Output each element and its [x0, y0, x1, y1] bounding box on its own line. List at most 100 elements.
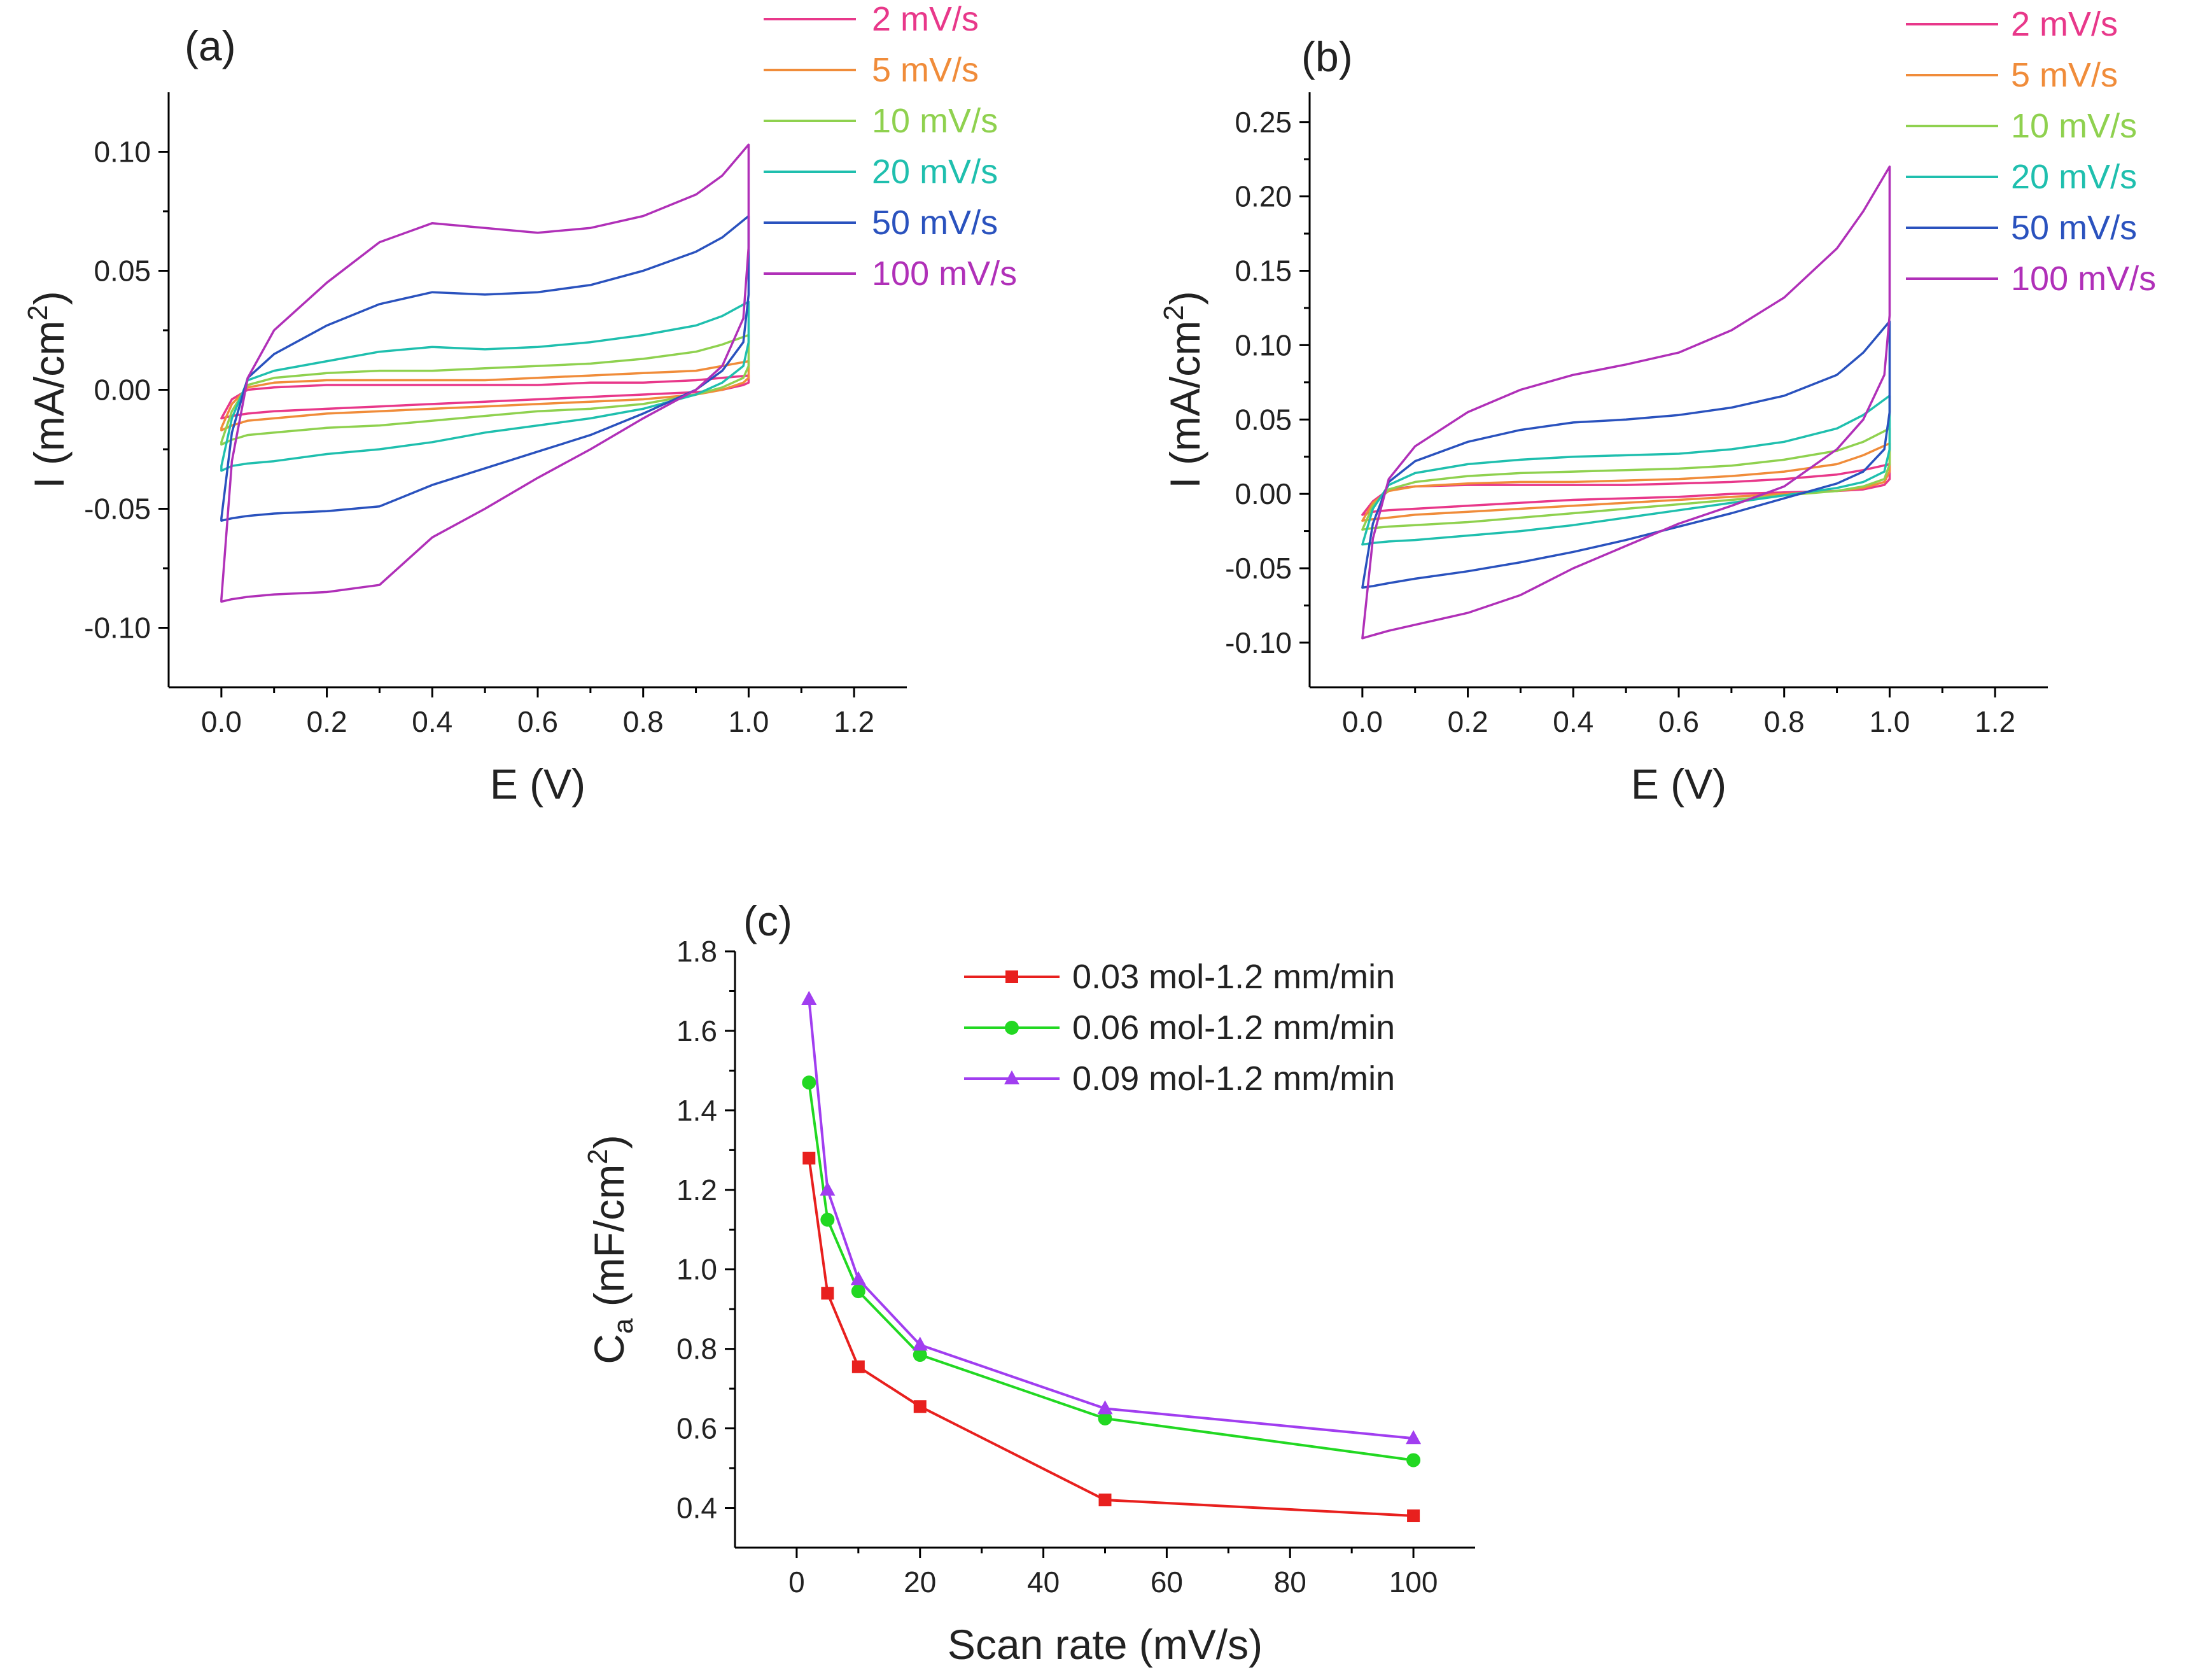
- x-tick-label: 0.2: [307, 705, 347, 738]
- data-point-square: [913, 1400, 927, 1413]
- series-line: [808, 1082, 1414, 1462]
- cv-curve: [220, 333, 750, 446]
- x-axis-title: E (V): [1631, 760, 1726, 808]
- y-tick-label: 0.00: [94, 374, 151, 407]
- x-tick-label: 0.6: [517, 705, 558, 738]
- data-point-circle: [913, 1348, 927, 1362]
- legend-label: 100 mV/s: [2011, 260, 2156, 298]
- y-axis-title: I (mA/cm2): [1158, 291, 1208, 488]
- y-title-superscript: 2: [582, 1149, 613, 1164]
- data-point-square: [1407, 1509, 1420, 1523]
- y-tick-label: 1.0: [676, 1253, 717, 1286]
- x-tick-label: 60: [1151, 1565, 1183, 1599]
- y-tick-label: -0.05: [1225, 552, 1292, 585]
- x-tick-label: 100: [1389, 1565, 1438, 1599]
- legend-label: 2 mV/s: [872, 0, 979, 38]
- y-title-superscript: 2: [1158, 305, 1189, 320]
- cv-curve: [1361, 442, 1891, 522]
- panel-label: (a): [185, 22, 236, 69]
- legend-marker: [1005, 1021, 1019, 1035]
- cv-curve: [1361, 395, 1891, 546]
- y-tick-label: 0.00: [1235, 477, 1292, 510]
- y-title-superscript: 2: [22, 305, 53, 320]
- data-point-triangle: [850, 1271, 866, 1285]
- cv-curve: [220, 360, 750, 431]
- panel-label: (b): [1301, 33, 1353, 80]
- data-point-triangle: [1406, 1430, 1422, 1445]
- y-tick-label: 0.4: [676, 1492, 717, 1525]
- y-tick-label: 0.10: [94, 136, 151, 169]
- panel-label: (c): [743, 897, 792, 944]
- data-point-triangle: [1097, 1400, 1113, 1415]
- y-title-main: I (mA/cm: [1161, 321, 1208, 489]
- cv-curve: [1361, 165, 1891, 640]
- y-tick-label: 0.10: [1235, 328, 1292, 361]
- data-point-circle: [802, 1075, 816, 1090]
- panel-c: 0 20 40 60 80 100 0.4 0.6 0.8 1.0 1.2 1.4 1.6 1.8 (c) S…: [582, 897, 1475, 1668]
- series-line: [808, 998, 1414, 1440]
- legend-label: 10 mV/s: [2011, 107, 2137, 145]
- y-tick-label: -0.10: [84, 612, 151, 645]
- y-tick-label: -0.10: [1225, 626, 1292, 659]
- x-tick-label: 20: [904, 1565, 936, 1599]
- x-axis-title: E (V): [490, 760, 585, 808]
- cv-curve: [1361, 463, 1891, 516]
- y-title-main: C: [585, 1334, 633, 1364]
- y-title-close: ): [25, 291, 73, 305]
- cv-curve: [220, 214, 750, 522]
- cv-curve: [220, 143, 750, 603]
- x-tick-label: 0.8: [1764, 705, 1805, 738]
- x-tick-label: 1.2: [834, 705, 874, 738]
- x-tick-label: 1.0: [728, 705, 769, 738]
- x-tick-label: 0.4: [412, 705, 452, 738]
- cv-curve: [220, 300, 750, 472]
- y-tick-label: 0.15: [1235, 255, 1292, 288]
- data-point-circle: [1098, 1411, 1112, 1425]
- panel-b: 0.0 0.2 0.4 0.6 0.8 1.0 1.2 -0.10 -0.05 0.00 0.05 0…: [1158, 5, 2156, 808]
- x-tick-label: 0: [788, 1565, 805, 1599]
- legend-label: 10 mV/s: [872, 102, 998, 140]
- x-tick-label: 0.6: [1658, 705, 1699, 738]
- y-tick-label: 0.05: [1235, 403, 1292, 436]
- y-tick-label: 0.05: [94, 255, 151, 288]
- data-point-circle: [851, 1284, 865, 1299]
- y-tick-label: 1.8: [676, 935, 717, 968]
- y-title-subscript: a: [608, 1318, 639, 1334]
- legend-label: 5 mV/s: [2011, 56, 2118, 94]
- x-tick-label: 1.0: [1869, 705, 1910, 738]
- y-tick-label: 0.25: [1235, 106, 1292, 139]
- legend-marker: [1004, 1070, 1019, 1084]
- legend-label: 50 mV/s: [2011, 209, 2137, 247]
- data-point-triangle: [801, 990, 817, 1005]
- y-axis-title: Ca (mF/cm2): [582, 1135, 639, 1364]
- panel-a: 0.0 0.2 0.4 0.6 0.8 1.0 1.2 -0.10 -0.05 0.00 0.05 0…: [22, 0, 1017, 808]
- cv-curve: [1361, 427, 1891, 531]
- data-point-square: [851, 1360, 865, 1373]
- data-point-square: [821, 1287, 834, 1300]
- legend-label: 2 mV/s: [2011, 5, 2118, 43]
- y-tick-label: 1.4: [676, 1094, 717, 1127]
- y-title-close: ): [585, 1135, 633, 1149]
- x-tick-label: 0.8: [623, 705, 664, 738]
- legend-label: 100 mV/s: [872, 255, 1017, 293]
- x-tick-label: 40: [1027, 1565, 1060, 1599]
- legend-marker: [1005, 970, 1018, 983]
- y-title-close: ): [1161, 291, 1208, 305]
- y-tick-label: -0.05: [84, 493, 151, 526]
- x-axis-title: Scan rate (mV/s): [948, 1621, 1263, 1668]
- y-title-main: I (mA/cm: [25, 321, 73, 489]
- x-tick-label: 0.4: [1553, 705, 1593, 738]
- y-tick-label: 1.6: [676, 1014, 717, 1047]
- y-tick-label: 0.8: [676, 1333, 717, 1366]
- y-title-mid: (mF/cm: [585, 1165, 633, 1319]
- cv-curve: [1361, 320, 1891, 589]
- y-tick-label: 0.20: [1235, 180, 1292, 213]
- data-point-circle: [820, 1212, 835, 1227]
- legend-label: 5 mV/s: [872, 51, 979, 89]
- legend-label: 0.06 mol-1.2 mm/min: [1072, 1009, 1395, 1047]
- y-tick-label: 0.6: [676, 1412, 717, 1445]
- legend-label: 0.03 mol-1.2 mm/min: [1072, 958, 1395, 996]
- data-point-square: [802, 1151, 816, 1165]
- data-point-triangle: [912, 1336, 928, 1351]
